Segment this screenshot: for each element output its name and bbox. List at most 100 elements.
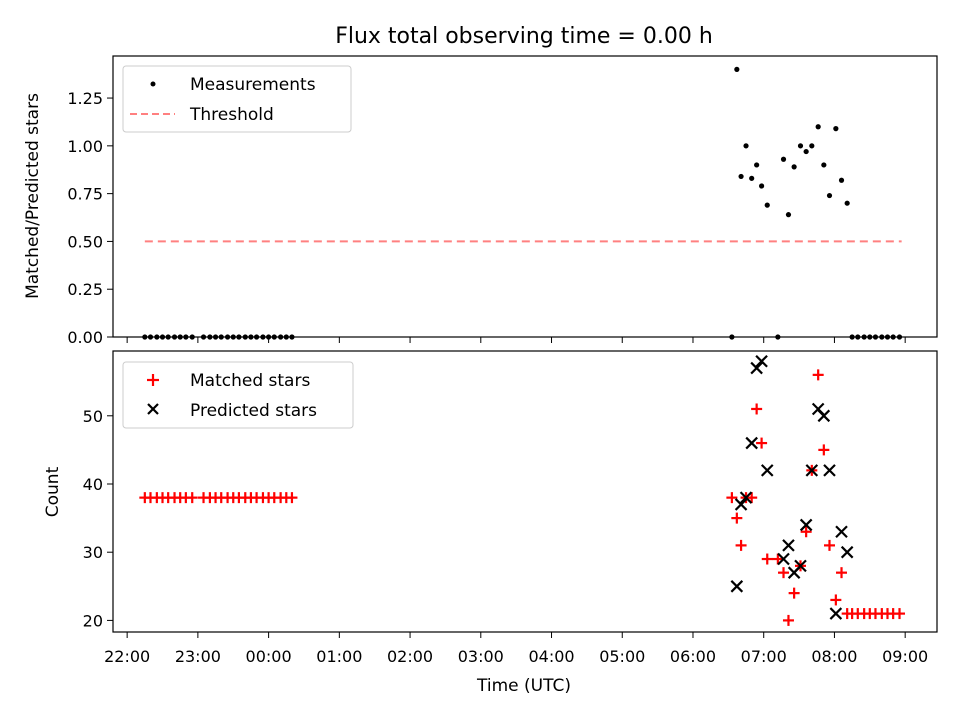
measurement-point — [833, 126, 839, 132]
legend-matched-marker — [147, 374, 159, 386]
matched-star-point — [735, 539, 747, 551]
measurement-point — [821, 162, 827, 168]
x-tick-label: 01:00 — [316, 647, 362, 666]
y-tick-label: 0.50 — [67, 232, 103, 251]
legend-matched-label: Matched stars — [190, 371, 310, 391]
predicted-star-point — [817, 409, 831, 423]
predicted-star-point — [760, 464, 774, 477]
legend-measurements-marker — [150, 81, 156, 87]
measurement-point — [803, 148, 809, 155]
predicted-star-point — [835, 525, 848, 539]
matched-star-point — [818, 444, 830, 456]
measurement-point — [797, 143, 804, 149]
measurement-point — [826, 192, 833, 199]
chart-title: Flux total observing time = 0.00 h — [335, 24, 713, 49]
matched-star-point — [778, 567, 790, 579]
measurement-point — [764, 202, 770, 208]
matched-star-point — [772, 553, 784, 565]
x-tick-label: 08:00 — [811, 647, 857, 666]
matched-star-point — [186, 492, 198, 504]
matched-star-point — [746, 492, 758, 504]
x-tick-label: 09:00 — [882, 647, 928, 666]
measurement-point — [844, 200, 850, 206]
predicted-star-point — [750, 361, 763, 375]
counts-legend: Matched stars Predicted stars — [122, 361, 354, 429]
y-tick-label: 40 — [83, 475, 103, 494]
measurement-point — [738, 173, 744, 180]
measurement-point — [815, 124, 821, 130]
x-tick-label: 02:00 — [387, 647, 433, 666]
matched-star-point — [761, 553, 773, 565]
measurement-point — [754, 162, 760, 168]
ratio-y-axis: 0.00 0.25 0.50 0.75 1.00 1.25 — [67, 89, 113, 347]
ratio-legend: Measurements Threshold — [122, 65, 352, 133]
counts-axes-frame — [112, 350, 938, 633]
x-tick-label: 06:00 — [670, 647, 716, 666]
predicted-star-point — [794, 559, 807, 573]
matched-star-point — [782, 614, 794, 626]
counts-y-axis: 20 30 40 50 — [83, 407, 113, 630]
predicted-star-point — [745, 436, 758, 450]
y-tick-label: 0.75 — [67, 185, 103, 204]
legend-predicted-label: Predicted stars — [190, 401, 317, 421]
legend-measurements-label: Measurements — [190, 75, 316, 95]
ratio-x-ticks — [126, 337, 906, 343]
legend-threshold-label: Threshold — [189, 105, 274, 125]
counts-x-axis: 22:00 23:00 00:00 01:00 02:00 03:00 04:00 05:00… — [104, 632, 928, 666]
matched-star-point — [823, 539, 835, 551]
y-tick-label: 20 — [83, 611, 103, 630]
ratio-y-axis-label: Matched/Predicted stars — [23, 93, 43, 299]
measurement-point — [758, 183, 765, 189]
predicted-star-point — [734, 498, 748, 511]
ratio-panel: 0.00 0.25 0.50 0.75 1.00 1.25 Matched/Predict… — [23, 55, 938, 347]
counts-panel: 20 30 40 50 22:00 23:00 00:00 01:00 02:00 03:00 0… — [43, 350, 938, 696]
predicted-star-point — [829, 607, 843, 620]
measurement-point — [743, 143, 749, 149]
matched-star-point — [800, 526, 812, 538]
counts-legend-box — [122, 361, 354, 429]
matched-star-point — [726, 492, 738, 504]
measurement-point — [734, 66, 740, 72]
x-tick-label: 03:00 — [458, 647, 504, 666]
ratio-legend-box — [122, 65, 352, 133]
y-tick-label: 1.00 — [67, 137, 103, 156]
ratio-plot-area — [142, 66, 903, 340]
matched-star-point — [286, 492, 298, 504]
x-axis-label: Time (UTC) — [476, 676, 571, 696]
predicted-star-point — [805, 464, 819, 477]
legend-predicted-marker — [147, 403, 159, 415]
ratio-axes-frame — [112, 55, 938, 338]
matched-star-point — [756, 437, 768, 449]
matched-star-point — [731, 512, 743, 524]
predicted-star-point — [840, 545, 854, 559]
predicted-star-point — [755, 354, 768, 368]
measurement-point — [809, 143, 815, 149]
y-tick-label: 30 — [83, 543, 103, 562]
x-tick-label: 22:00 — [104, 647, 150, 666]
counts-plot-area — [139, 354, 906, 626]
y-tick-label: 0.25 — [67, 280, 103, 299]
measurement-point — [791, 164, 797, 170]
measurement-point — [838, 177, 845, 183]
matched-star-point — [836, 567, 848, 579]
measurement-point — [780, 156, 787, 162]
counts-y-axis-label: Count — [43, 466, 63, 517]
matched-star-point — [830, 594, 842, 606]
matched-star-point — [812, 369, 824, 381]
predicted-star-point — [799, 518, 813, 532]
matched-star-point — [788, 587, 800, 599]
predicted-star-point — [823, 464, 836, 477]
y-tick-label: 1.25 — [67, 89, 103, 108]
matched-star-point — [894, 608, 906, 620]
y-tick-label: 0.00 — [67, 328, 103, 347]
measurement-point — [749, 175, 755, 181]
x-tick-label: 05:00 — [599, 647, 645, 666]
predicted-star-point — [777, 552, 790, 566]
measurement-point — [785, 212, 792, 218]
x-tick-label: 04:00 — [528, 647, 574, 666]
predicted-star-point — [782, 539, 795, 552]
x-tick-label: 23:00 — [175, 647, 221, 666]
predicted-star-point — [730, 580, 744, 593]
matched-star-point — [751, 403, 763, 415]
